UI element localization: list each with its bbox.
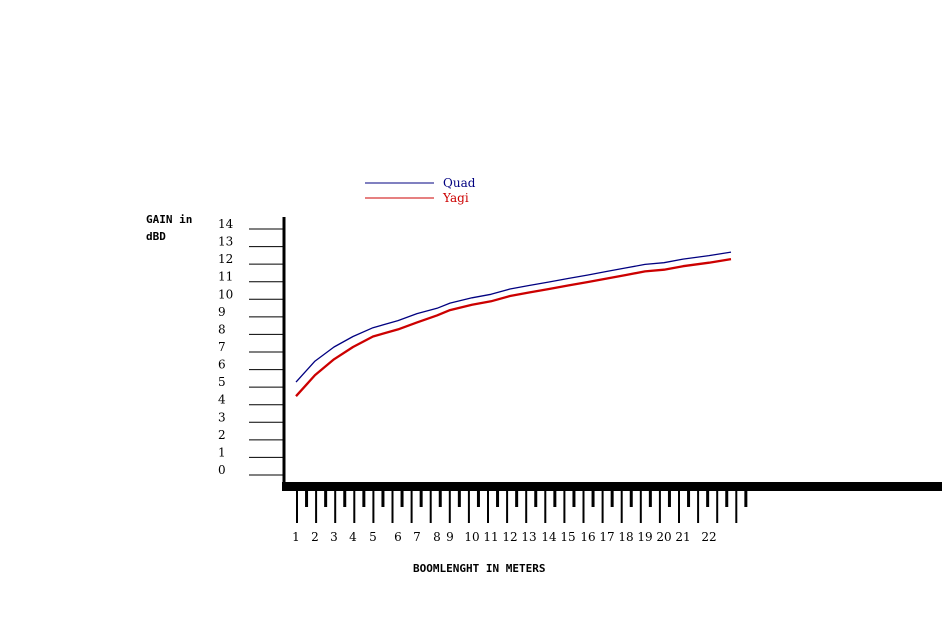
y-axis-title-line-1: GAIN in xyxy=(146,213,192,226)
x-tick-label: 7 xyxy=(413,530,421,544)
x-tick-label: 14 xyxy=(541,530,557,544)
y-tick-label: 14 xyxy=(218,217,234,231)
x-tick-label: 4 xyxy=(349,530,357,544)
y-tick-label: 3 xyxy=(218,410,226,424)
y-tick-label: 8 xyxy=(218,322,226,336)
y-tick-label: 13 xyxy=(218,235,233,249)
x-tick-label: 12 xyxy=(502,530,517,544)
y-tick-label: 5 xyxy=(218,375,226,389)
x-tick-label: 1 xyxy=(292,530,300,544)
legend-label-yagi: Yagi xyxy=(442,191,469,205)
legend: Quad Yagi xyxy=(365,176,476,205)
y-tick-label: 7 xyxy=(218,340,226,354)
x-tick-label: 21 xyxy=(675,530,690,544)
x-tick-label: 15 xyxy=(560,530,575,544)
x-tick-label: 22 xyxy=(701,530,716,544)
x-tick-label: 16 xyxy=(580,530,595,544)
y-tick-label: 12 xyxy=(218,252,233,266)
y-tick-label: 0 xyxy=(218,463,226,477)
x-axis-title: BOOMLENGHT IN METERS xyxy=(413,562,545,575)
legend-label-quad: Quad xyxy=(443,176,476,190)
y-tick-label: 1 xyxy=(218,445,226,459)
x-tick-label: 17 xyxy=(599,530,614,544)
y-tick-label: 11 xyxy=(218,270,233,284)
y-tick-label: 2 xyxy=(218,428,226,442)
y-tick-label: 9 xyxy=(218,305,226,319)
x-tick-label: 9 xyxy=(446,530,454,544)
x-tick-label: 18 xyxy=(618,530,633,544)
x-axis-ticks: 1 2 3 4 5 6 7 8 9 10 11 12 13 14 15 16 17 18 19 20 21 22 xyxy=(292,490,748,544)
x-tick-label: 10 xyxy=(464,530,479,544)
y-axis-title-line-2: dBD xyxy=(146,230,166,243)
x-tick-label: 2 xyxy=(311,530,319,544)
x-tick-label: 19 xyxy=(637,530,652,544)
series-layer xyxy=(295,251,732,397)
x-tick-label: 13 xyxy=(521,530,536,544)
x-axis-bar xyxy=(282,482,942,491)
series-line-yagi xyxy=(295,257,732,397)
x-tick-label: 20 xyxy=(656,530,671,544)
x-tick-label: 8 xyxy=(433,530,441,544)
x-tick-label: 6 xyxy=(394,530,402,544)
series-line-quad xyxy=(295,251,732,383)
x-tick-label: 11 xyxy=(483,530,498,544)
y-tick-label: 10 xyxy=(218,287,233,301)
x-tick-label: 5 xyxy=(369,530,377,544)
y-tick-label: 4 xyxy=(218,393,226,407)
x-tick-label: 3 xyxy=(330,530,338,544)
y-tick-label: 6 xyxy=(218,358,226,372)
